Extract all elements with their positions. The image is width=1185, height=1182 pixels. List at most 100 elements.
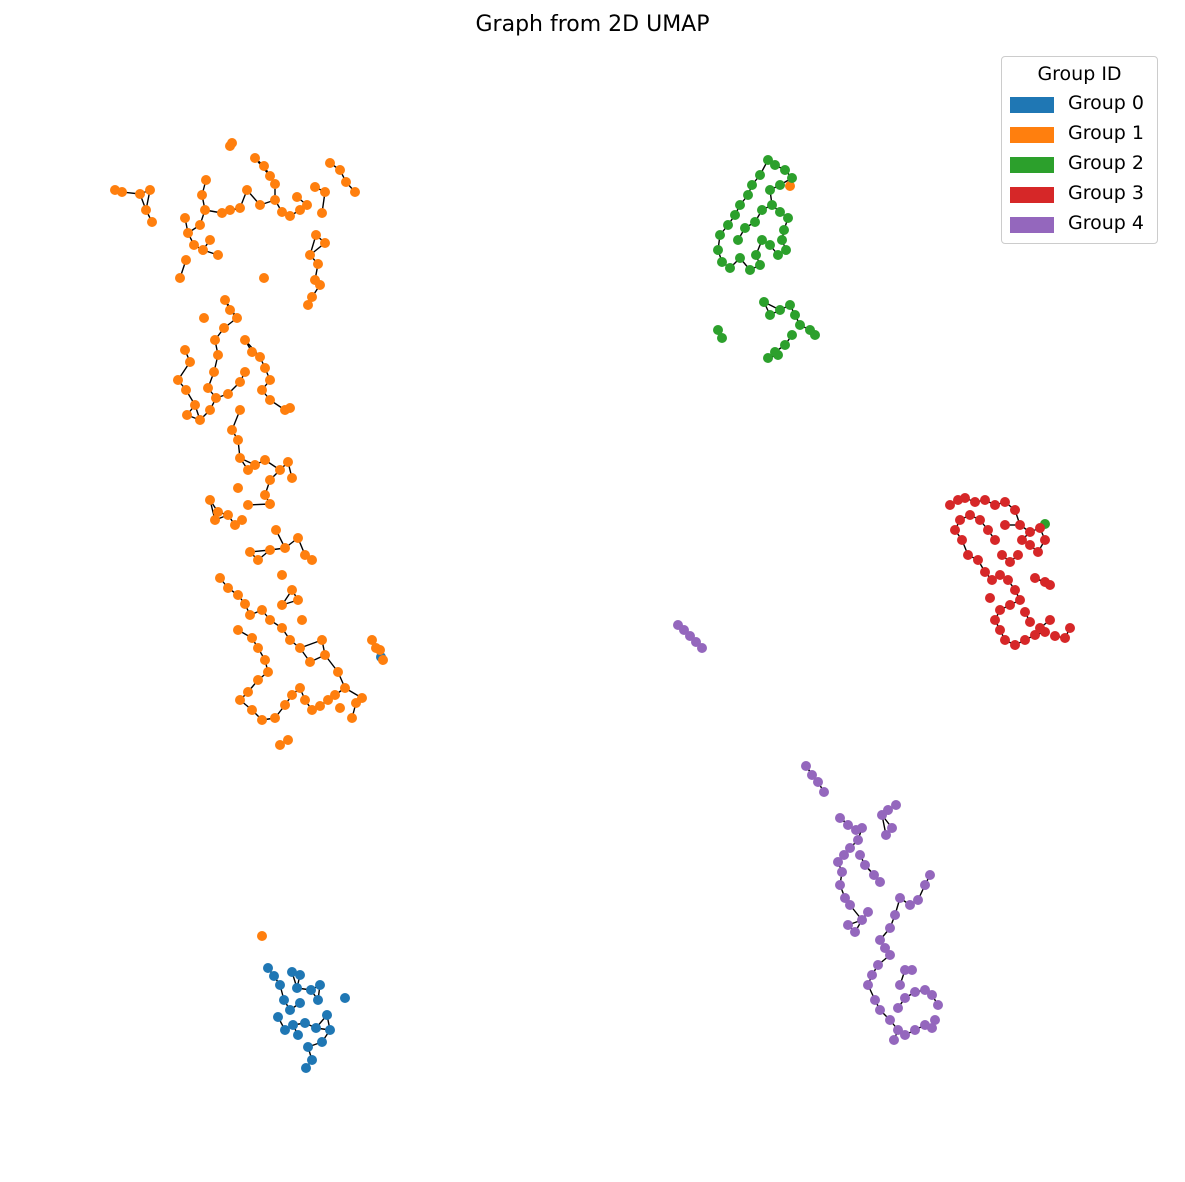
node-group-1 (277, 600, 287, 610)
node-group-1 (180, 213, 190, 223)
node-group-1 (283, 735, 293, 745)
node-group-4 (905, 900, 915, 910)
node-group-1 (307, 292, 317, 302)
node-group-2 (783, 213, 793, 223)
node-group-1 (173, 375, 183, 385)
node-group-1 (307, 705, 317, 715)
node-group-1 (367, 635, 377, 645)
node-group-1 (317, 635, 327, 645)
legend: Group ID Group 0 Group 1 Group 2 Group 3… (1001, 56, 1158, 244)
node-group-1 (320, 187, 330, 197)
node-group-1 (287, 585, 297, 595)
node-group-2 (715, 230, 725, 240)
node-group-1 (275, 465, 285, 475)
node-group-1 (260, 455, 270, 465)
node-group-0 (301, 1063, 311, 1073)
node-group-4 (833, 857, 843, 867)
node-group-1 (210, 335, 220, 345)
node-group-1 (233, 625, 243, 635)
node-group-1 (371, 643, 381, 653)
node-group-0 (288, 1020, 298, 1030)
node-group-1 (253, 675, 263, 685)
node-group-4 (857, 823, 867, 833)
node-group-1 (350, 187, 360, 197)
node-group-4 (855, 850, 865, 860)
node-group-1 (313, 259, 323, 269)
node-group-1 (300, 695, 310, 705)
node-group-4 (843, 920, 853, 930)
node-group-2 (763, 353, 773, 363)
node-group-1 (287, 473, 297, 483)
node-group-1 (317, 208, 327, 218)
legend-swatch (1010, 217, 1054, 233)
node-group-1 (293, 595, 303, 605)
node-group-4 (895, 980, 905, 990)
node-group-1 (280, 543, 290, 553)
node-group-4 (697, 643, 707, 653)
node-group-1 (270, 713, 280, 723)
node-group-4 (870, 995, 880, 1005)
node-group-4 (819, 787, 829, 797)
node-group-2 (747, 180, 757, 190)
node-group-1 (223, 583, 233, 593)
node-group-1 (271, 525, 281, 535)
node-group-4 (900, 1030, 910, 1040)
node-group-1 (205, 495, 215, 505)
node-group-3 (1010, 505, 1020, 515)
node-group-2 (767, 200, 777, 210)
node-group-1 (378, 655, 388, 665)
node-group-2 (779, 225, 789, 235)
node-group-1 (219, 323, 229, 333)
node-group-3 (1010, 585, 1020, 595)
node-group-3 (980, 495, 990, 505)
node-group-4 (893, 1003, 903, 1013)
node-group-1 (217, 208, 227, 218)
node-group-1 (305, 657, 315, 667)
node-group-3 (985, 593, 995, 603)
node-group-4 (840, 893, 850, 903)
legend-label: Group 0 (1068, 92, 1144, 114)
node-group-1 (213, 507, 223, 517)
node-group-2 (757, 205, 767, 215)
node-group-1 (285, 635, 295, 645)
node-group-1 (270, 195, 280, 205)
node-group-1 (275, 740, 285, 750)
node-group-4 (920, 985, 930, 995)
node-group-1 (293, 533, 303, 543)
node-group-3 (995, 570, 1005, 580)
node-group-0 (306, 985, 316, 995)
node-group-4 (887, 823, 897, 833)
node-group-3 (1010, 640, 1020, 650)
node-group-1 (243, 465, 253, 475)
node-group-1 (270, 179, 280, 189)
node-group-3 (1030, 630, 1040, 640)
node-group-3 (1000, 520, 1010, 530)
legend-title: Group ID (1037, 63, 1122, 85)
node-group-4 (910, 987, 920, 997)
node-group-1 (265, 375, 275, 385)
node-group-1 (240, 367, 250, 377)
node-group-1 (325, 158, 335, 168)
node-group-1 (213, 350, 223, 360)
graph-nodes (110, 138, 1075, 1073)
node-group-2 (755, 170, 765, 180)
node-group-2 (735, 200, 745, 210)
node-group-3 (1040, 535, 1050, 545)
node-group-1 (181, 255, 191, 265)
node-group-3 (1035, 523, 1045, 533)
node-group-3 (1035, 623, 1045, 633)
node-group-3 (1020, 635, 1030, 645)
node-group-2 (773, 250, 783, 260)
node-group-2 (755, 260, 765, 270)
node-group-4 (813, 777, 823, 787)
node-group-1 (257, 931, 267, 941)
node-group-1 (240, 335, 250, 345)
node-group-4 (869, 870, 879, 880)
node-group-1 (227, 138, 237, 148)
node-group-1 (277, 570, 287, 580)
node-group-0 (292, 983, 302, 993)
node-group-4 (801, 761, 811, 771)
node-group-0 (322, 1010, 332, 1020)
node-group-1 (333, 667, 343, 677)
node-group-1 (233, 435, 243, 445)
